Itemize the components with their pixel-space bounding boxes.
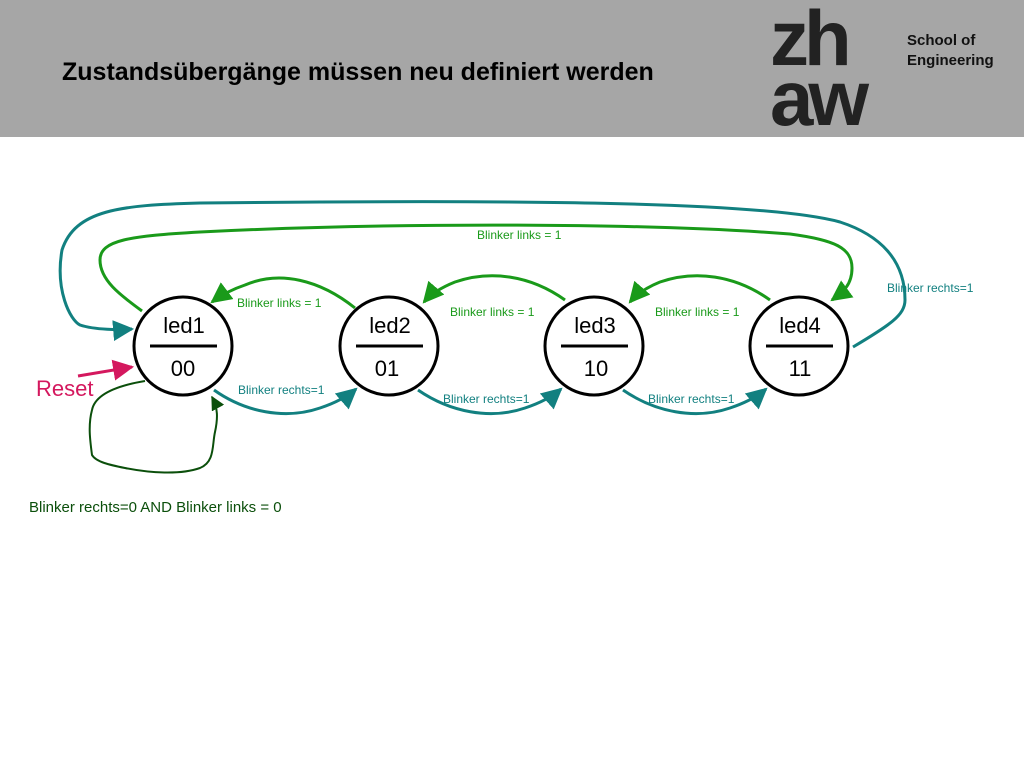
label-links-2-1: Blinker links = 1 — [237, 296, 322, 310]
label-links-top: Blinker links = 1 — [477, 228, 562, 242]
state-led2 — [338, 295, 440, 397]
school-line-1: School of — [907, 32, 976, 49]
state-led2-code: 01 — [375, 356, 399, 381]
zhaw-logo: zh aw — [770, 0, 894, 142]
reset-arrow — [77, 359, 135, 381]
label-rechts-wrap: Blinker rechts=1 — [887, 281, 974, 295]
logo-line-1: zh — [770, 0, 852, 82]
school-label: School of Engineering — [907, 31, 1017, 71]
label-rechts-2-3: Blinker rechts=1 — [443, 392, 530, 406]
state-led4 — [748, 295, 850, 397]
state-led1-name: led1 — [163, 313, 205, 338]
self-loop-condition: Blinker rechts=0 AND Blinker links = 0 — [29, 499, 282, 516]
state-led1-code: 00 — [171, 356, 195, 381]
state-led1 — [132, 295, 234, 397]
reset-label: Reset — [36, 376, 93, 401]
label-rechts-1-2: Blinker rechts=1 — [238, 383, 325, 397]
state-led3 — [543, 295, 645, 397]
transition-links-3-2 — [422, 274, 566, 304]
transition-links-2-1 — [210, 276, 356, 310]
transition-links-wrap — [98, 223, 854, 313]
state-led3-code: 10 — [584, 356, 608, 381]
header-bar — [0, 0, 1024, 137]
label-links-4-3: Blinker links = 1 — [655, 305, 740, 319]
self-loop-led1 — [88, 380, 225, 474]
slide-title: Zustandsübergänge müssen neu definiert w… — [62, 58, 654, 86]
state-led2-name: led2 — [369, 313, 411, 338]
transition-links-4-3 — [628, 274, 771, 304]
state-led3-name: led3 — [574, 313, 616, 338]
transition-rechts-wrap — [58, 200, 907, 349]
logo-line-2: aw — [770, 54, 869, 142]
state-led4-code: 11 — [789, 356, 812, 381]
transition-rechts-2-3 — [417, 387, 563, 415]
transition-rechts-3-4 — [622, 387, 768, 415]
school-line-2: Engineering — [907, 52, 994, 69]
label-rechts-3-4: Blinker rechts=1 — [648, 392, 735, 406]
state-led4-name: led4 — [779, 313, 821, 338]
transition-rechts-1-2 — [213, 387, 358, 415]
label-links-3-2: Blinker links = 1 — [450, 305, 535, 319]
